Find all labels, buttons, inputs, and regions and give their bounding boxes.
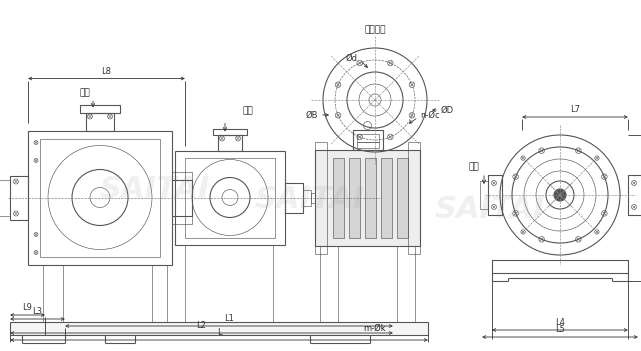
Bar	[175, 151, 285, 245]
Text: 排气: 排气	[79, 88, 90, 97]
Text: n-Øc: n-Øc	[420, 111, 440, 120]
Bar	[333, 158, 344, 238]
Bar	[0, 179, 10, 216]
Bar	[320, 245, 338, 322]
Text: SAITAI: SAITAI	[255, 185, 365, 214]
Bar	[172, 179, 192, 216]
Text: 进气: 进气	[243, 106, 253, 115]
Bar	[80, 105, 120, 113]
Bar	[349, 158, 360, 238]
Bar	[311, 192, 316, 203]
Bar	[303, 190, 311, 205]
Text: ØD: ØD	[441, 106, 454, 114]
Bar	[40, 139, 160, 257]
Text: L8: L8	[101, 66, 112, 75]
Bar	[356, 133, 378, 141]
Text: L5: L5	[555, 325, 565, 334]
Text: L1: L1	[224, 314, 234, 323]
Bar	[628, 175, 641, 215]
Bar	[356, 141, 378, 147]
Circle shape	[554, 189, 566, 201]
Bar	[213, 128, 247, 134]
Bar	[480, 181, 488, 209]
Bar	[285, 183, 303, 212]
Bar	[353, 130, 383, 150]
Text: L4: L4	[555, 318, 565, 327]
Bar	[397, 158, 408, 238]
Text: ØB: ØB	[306, 111, 318, 119]
Text: 进气: 进气	[469, 163, 479, 172]
Text: SAITAI: SAITAI	[100, 176, 210, 205]
Text: L9: L9	[22, 303, 33, 312]
Text: L2: L2	[197, 321, 206, 330]
Text: L3: L3	[33, 307, 42, 316]
Bar	[315, 141, 327, 253]
Bar	[381, 158, 392, 238]
Bar	[492, 260, 628, 273]
Bar	[315, 150, 420, 245]
Bar	[488, 175, 502, 215]
Bar	[365, 158, 376, 238]
Bar	[172, 172, 192, 224]
Bar	[10, 322, 428, 335]
Bar	[408, 141, 420, 253]
Bar	[28, 131, 172, 265]
Bar	[10, 176, 28, 219]
Text: L: L	[217, 328, 221, 337]
Text: 进排气口: 进排气口	[364, 25, 386, 34]
Text: Ød: Ød	[346, 53, 358, 62]
Bar	[185, 158, 275, 238]
Bar	[86, 113, 114, 131]
Text: L7: L7	[570, 105, 580, 114]
Bar	[218, 134, 242, 151]
Text: m-Øk: m-Øk	[363, 324, 387, 332]
Text: SAITAI: SAITAI	[435, 196, 545, 225]
Bar	[397, 245, 415, 322]
